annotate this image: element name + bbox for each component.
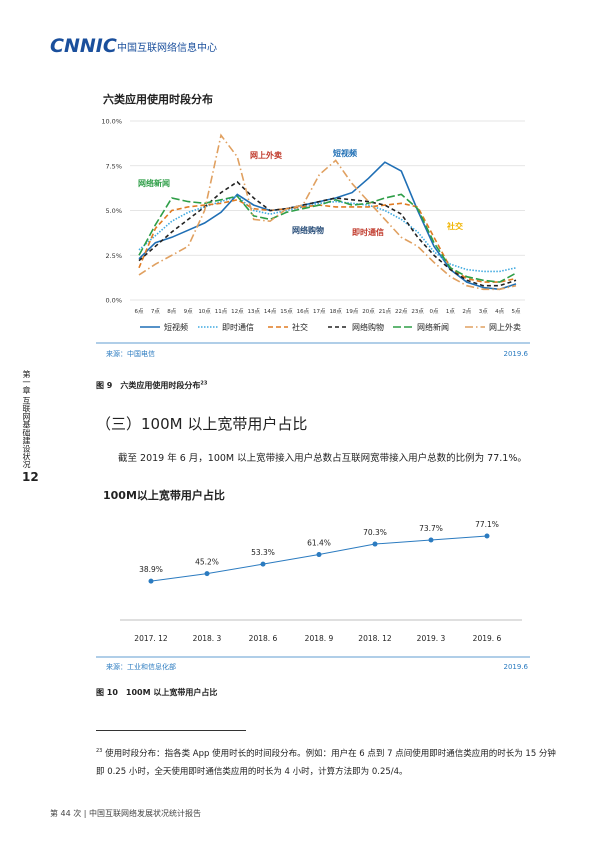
org-name: 中国互联网络信息中心 (117, 41, 217, 54)
x-tick-label: 2017. 12 (134, 634, 168, 643)
point (484, 533, 490, 539)
footer: 第 44 次 | 中国互联网络发展状况统计报告 (50, 809, 202, 818)
legend-label: 网络新闻 (417, 322, 449, 332)
legend-label: 即时通信 (222, 322, 254, 332)
annotation: 网络新闻 (138, 178, 170, 188)
legend-label: 社交 (292, 322, 308, 332)
x-tick-label: 2018. 9 (305, 634, 334, 643)
annotation: 短视频 (333, 148, 357, 158)
x-tick-label: 13点 (247, 308, 260, 315)
caption: 图 9 六类应用使用时段分布23 (96, 380, 207, 391)
x-tick-label: 5点 (512, 308, 521, 315)
y-tick-label: 7.5% (105, 162, 122, 170)
value-label: 45.2% (195, 558, 219, 567)
x-tick-label: 16点 (297, 308, 310, 315)
annotation: 即时通信 (352, 227, 384, 237)
point (316, 552, 322, 558)
legend-label: 网上外卖 (489, 322, 521, 332)
x-tick-label: 1点 (446, 308, 455, 315)
annotation: 网上外卖 (250, 150, 282, 160)
value-label: 53.3% (251, 548, 275, 557)
footnote-text: 使用时段分布：指各类 App 使用时长的时间段分布。例如：用户在 6 点到 7 … (96, 748, 556, 777)
x-tick-label: 22点 (395, 308, 408, 315)
legend-label: 短视频 (164, 322, 188, 332)
x-tick-label: 2点 (462, 308, 471, 315)
x-tick-label: 2019. 6 (473, 634, 502, 643)
x-tick-label: 0点 (430, 308, 439, 315)
value-label: 70.3% (363, 528, 387, 537)
legend-label: 网络购物 (352, 322, 384, 332)
series-line (138, 193, 517, 283)
logo: CNNIC (50, 35, 117, 57)
chart-title: 100M以上宽带用户占比 (103, 489, 225, 502)
point (428, 537, 434, 543)
series-line (138, 133, 517, 291)
x-tick-label: 9点 (184, 308, 193, 315)
series-line (138, 161, 517, 291)
x-tick-label: 2018. 6 (249, 634, 278, 643)
chapter: 第一章 互联网基础建设状况 (22, 370, 31, 469)
x-tick-label: 2018. 12 (358, 634, 392, 643)
y-tick-label: 0.0% (105, 297, 122, 305)
x-tick-label: 23点 (411, 308, 424, 315)
x-tick-label: 4点 (495, 308, 504, 315)
series-line (138, 198, 517, 283)
source: 来源：工业和信息化部 (106, 662, 176, 671)
point (260, 561, 266, 567)
chart-title: 六类应用使用时段分布 (103, 93, 213, 106)
series-line (138, 180, 517, 287)
source-date: 2019.6 (504, 663, 529, 671)
x-tick-label: 15点 (280, 308, 293, 315)
value-label: 38.9% (139, 565, 163, 574)
x-tick-label: 18点 (329, 308, 342, 315)
value-label: 61.4% (307, 539, 331, 548)
footnote: 23 使用时段分布：指各类 App 使用时长的时间段分布。例如：用户在 6 点到… (96, 742, 556, 781)
y-tick-label: 10.0% (101, 118, 122, 126)
x-tick-label: 2018. 3 (193, 634, 222, 643)
y-tick-label: 2.5% (105, 252, 122, 260)
x-tick-label: 21点 (379, 308, 392, 315)
x-tick-label: 8点 (167, 308, 176, 315)
section-heading: （三）100M 以上宽带用户占比 (96, 415, 308, 433)
x-tick-label: 10点 (198, 308, 211, 315)
x-tick-label: 2019. 3 (417, 634, 446, 643)
annotation: 网络购物 (292, 225, 324, 235)
series-line (138, 195, 517, 273)
caption-text: 图 9 六类应用使用时段分布 (96, 381, 201, 390)
x-tick-label: 6点 (135, 308, 144, 315)
source-date: 2019.6 (504, 350, 529, 358)
x-tick-label: 3点 (479, 308, 488, 315)
footnote-rule (96, 730, 246, 731)
x-tick-label: 12点 (231, 308, 244, 315)
point (372, 541, 378, 547)
value-label: 73.7% (419, 524, 443, 533)
annotation: 社交 (446, 221, 463, 231)
x-tick-label: 17点 (313, 308, 326, 315)
x-tick-label: 19点 (346, 308, 359, 315)
source: 来源：中国电信 (106, 349, 155, 358)
x-tick-label: 20点 (362, 308, 375, 315)
page-number: 12 (22, 470, 39, 484)
x-tick-label: 7点 (151, 308, 160, 315)
caption: 图 10 100M 以上宽带用户占比 (96, 688, 218, 697)
footnote-number: 23 (96, 748, 103, 754)
caption-note: 23 (200, 380, 208, 387)
value-label: 77.1% (475, 520, 499, 529)
y-tick-label: 5.0% (105, 207, 122, 215)
point (204, 571, 210, 577)
point (148, 578, 154, 584)
x-tick-label: 14点 (264, 308, 277, 315)
x-tick-label: 11点 (215, 308, 228, 315)
paragraph: 截至 2019 年 6 月，100M 以上宽带接入用户总数占互联网宽带接入用户总… (118, 453, 527, 464)
